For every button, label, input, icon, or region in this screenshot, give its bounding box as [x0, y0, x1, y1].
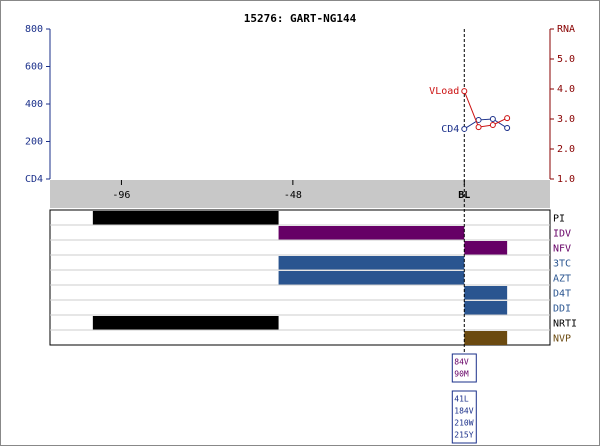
drug-bar [278, 271, 465, 285]
row-label: 3TC [553, 259, 571, 270]
row-label: D4T [553, 289, 571, 300]
row-label: PI [553, 214, 565, 225]
row-label: NRTI [553, 319, 577, 330]
series-line [463, 90, 508, 128]
mutation-label: 184V [454, 407, 473, 416]
y-tick-label: 400 [25, 99, 43, 110]
y-tick-label: 800 [25, 24, 43, 35]
y2-tick-label: 4.0 [557, 84, 575, 95]
point [489, 122, 496, 128]
chart-title: 15276: GART-NG144 [244, 12, 357, 25]
series-line [464, 118, 508, 130]
mutation-label: 41L [454, 395, 469, 404]
mutation-box [451, 390, 477, 444]
x-tick-label: -96 [112, 190, 130, 201]
y2-tick-label: 2.0 [557, 144, 575, 155]
point [461, 88, 468, 95]
y2-tick-label: 3.0 [557, 114, 575, 125]
series-label: CD4 [441, 124, 459, 135]
drug-bar [92, 316, 279, 330]
y2-tick-label: 5.0 [557, 54, 575, 65]
drug-bar [464, 331, 508, 345]
row-label: NVP [553, 334, 571, 345]
y2-tick-label: RNA [557, 24, 575, 35]
drug-bar [464, 241, 508, 255]
drug-bar [464, 286, 508, 300]
mutation-label: 90M [454, 370, 469, 379]
drug-bar [464, 301, 508, 315]
mutation-label: 215Y [454, 431, 473, 440]
point [504, 115, 511, 122]
mutation-label: 84V [454, 358, 469, 367]
mutation-label: 210W [454, 419, 473, 428]
drug-bar [278, 256, 465, 270]
row-label: IDV [553, 229, 571, 240]
x-tick-label: -48 [284, 190, 302, 201]
y2-tick-label: 1.0 [557, 174, 575, 185]
drug-bar [278, 226, 465, 240]
series-label: VLoad [429, 86, 459, 97]
point [504, 125, 511, 131]
mutation-box [451, 353, 477, 383]
point [461, 125, 468, 132]
x-axis-band [50, 180, 550, 208]
point [489, 116, 496, 122]
y-tick-label: 600 [25, 62, 43, 73]
drug-bar [92, 211, 279, 225]
row-label: DDI [553, 304, 571, 315]
row-label: AZT [553, 274, 571, 285]
point [475, 124, 482, 131]
row-label: NFV [553, 244, 571, 255]
y-tick-label: 200 [25, 137, 43, 148]
y-tick-label: CD4 [25, 174, 43, 185]
